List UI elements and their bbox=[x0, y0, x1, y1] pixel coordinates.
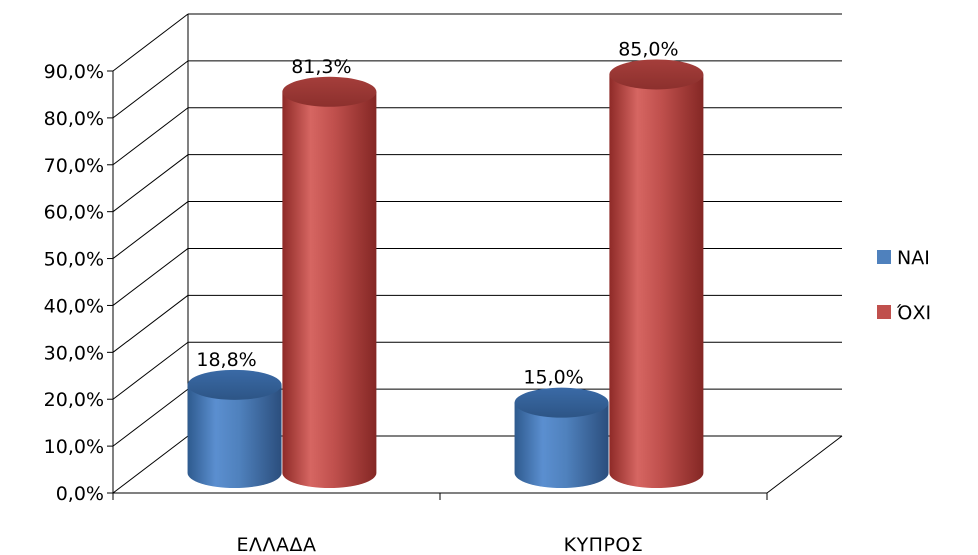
data-labels: 18,8% 81,3% 15,0% 85,0% bbox=[196, 38, 678, 388]
bar-body bbox=[609, 74, 704, 488]
gridline-side bbox=[112, 388, 189, 447]
gridline-side bbox=[112, 435, 189, 494]
y-tick-label: 90,0% bbox=[44, 61, 104, 83]
gridline-side bbox=[112, 294, 189, 353]
y-tick-labels: 0,0% 10,0% 20,0% 30,0% 40,0% 50,0% 60,0% 70,0% 8… bbox=[44, 61, 104, 505]
x-category-labels: ΕΛΛΑΔΑ ΚΥΠΡΟΣ bbox=[237, 534, 644, 555]
bar-top bbox=[609, 59, 704, 90]
gridline-side bbox=[112, 154, 189, 213]
legend: ΝΑΙ ΌΧΙ bbox=[877, 247, 931, 324]
y-tick-label: 10,0% bbox=[44, 436, 104, 458]
bars bbox=[187, 59, 704, 488]
y-tick-label: 70,0% bbox=[44, 155, 104, 177]
bar-ΌΧΙ-ΚΥΠΡΟΣ bbox=[609, 59, 704, 488]
bar-body bbox=[282, 91, 377, 488]
gridline-side bbox=[112, 13, 189, 72]
y-tick-label: 0,0% bbox=[56, 483, 104, 505]
bar-ΝΑΙ-ΚΥΠΡΟΣ bbox=[514, 387, 609, 488]
legend-label: ΝΑΙ bbox=[897, 247, 930, 269]
y-tick-label: 80,0% bbox=[44, 108, 104, 130]
bar-ΝΑΙ-ΕΛΛΑΔΑ bbox=[187, 369, 282, 488]
bar-top bbox=[514, 387, 609, 418]
bar-body bbox=[187, 384, 282, 488]
bar-body bbox=[514, 402, 609, 488]
legend-swatch bbox=[877, 305, 891, 319]
legend-swatch bbox=[877, 250, 891, 264]
y-tick-label: 40,0% bbox=[44, 295, 104, 317]
data-label: 85,0% bbox=[618, 38, 678, 60]
legend-label: ΌΧΙ bbox=[896, 302, 931, 324]
data-label: 15,0% bbox=[523, 367, 583, 389]
y-tick-label: 20,0% bbox=[44, 389, 104, 411]
axes bbox=[107, 14, 843, 500]
gridline-side bbox=[112, 107, 189, 166]
data-label: 18,8% bbox=[196, 349, 256, 371]
gridline-side bbox=[112, 341, 189, 400]
data-label: 81,3% bbox=[291, 56, 351, 78]
gridline-side bbox=[112, 248, 189, 306]
bar-ΌΧΙ-ΕΛΛΑΔΑ bbox=[282, 76, 377, 488]
x-category-label: ΕΛΛΑΔΑ bbox=[237, 534, 317, 555]
floor-edge bbox=[766, 435, 843, 494]
y-tick-label: 30,0% bbox=[44, 342, 104, 364]
gridline-side bbox=[112, 60, 189, 119]
y-tick-label: 50,0% bbox=[44, 249, 104, 271]
y-tick-label: 60,0% bbox=[44, 202, 104, 224]
bar-top bbox=[187, 369, 282, 400]
gridline-side bbox=[112, 201, 189, 259]
x-category-label: ΚΥΠΡΟΣ bbox=[564, 534, 644, 555]
bar-top bbox=[282, 76, 377, 107]
